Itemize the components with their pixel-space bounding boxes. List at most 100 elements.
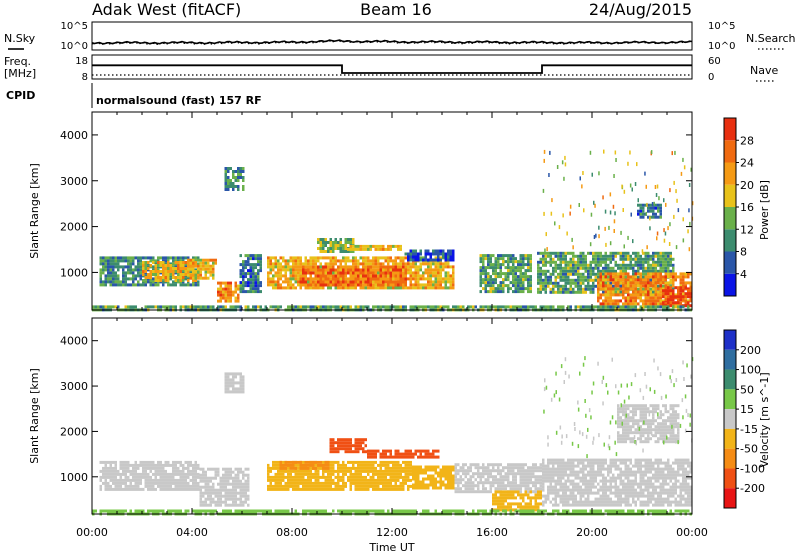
nsearch-label: N.Search [746, 32, 796, 45]
power-heatmap [92, 149, 694, 312]
echo-region-7 [367, 449, 440, 459]
velocity-ylabel: Slant Range [km] [28, 368, 41, 464]
echo-region-10 [542, 458, 692, 507]
echo-region-10 [404, 249, 455, 262]
velocity-colorbar-segment [724, 330, 736, 350]
echo-region-3 [217, 281, 240, 303]
echo-region-8 [454, 463, 542, 494]
nsky-label: N.Sky [4, 32, 36, 45]
velocity-colorbar-tick: 50 [740, 383, 754, 396]
velocity-axis-ticks: 1000 2000 3000 4000 [60, 318, 693, 514]
time-tick-label: 20:00 [576, 526, 608, 539]
nave-right-tick-bottom: 0 [708, 72, 714, 83]
noise-panel-frame [91, 21, 693, 51]
freq-left-tick-top: 18 [75, 56, 88, 67]
velocity-colorbar: 200 100 50 15 -15 -50 -100 -200 [723, 329, 765, 509]
range-tick-label: 4000 [60, 335, 88, 348]
echo-region-2 [224, 372, 245, 394]
velocity-colorbar-segment [724, 448, 736, 469]
nsky-line [91, 39, 693, 45]
power-colorbar-tick: 8 [740, 246, 747, 259]
power-colorbar-segment [724, 140, 736, 163]
time-tick-label: 08:00 [276, 526, 308, 539]
echo-region-7 [299, 265, 407, 287]
velocity-colorbar-segment [724, 468, 736, 489]
power-colorbar-segment [724, 229, 736, 252]
cpid-value: normalsound (fast) 157 RF [96, 94, 262, 107]
power-colorbar-tick: 12 [740, 223, 754, 236]
power-axis-ticks: 1000 2000 3000 4000 [60, 112, 693, 310]
date-label: 24/Aug/2015 [589, 0, 692, 19]
time-tick-label: 04:00 [176, 526, 208, 539]
echo-region-1 [142, 261, 197, 282]
velocity-colorbar-segment [724, 428, 736, 449]
freq-series [92, 64, 692, 76]
noise-series [91, 39, 693, 46]
echo-region-9 [492, 490, 542, 512]
power-colorbar-tick: 4 [740, 268, 747, 281]
range-tick-label: 1000 [60, 266, 88, 279]
echo-region-1 [199, 467, 250, 507]
nave-right-tick-top: 60 [708, 56, 721, 67]
velocity-colorbar-tick: 200 [740, 344, 761, 357]
power-colorbar-tick: 16 [740, 201, 754, 214]
range-tick-label: 2000 [60, 425, 88, 438]
freq-unit-label: [MHz] [4, 67, 36, 80]
noise-left-tick-bottom: 10^0 [61, 41, 88, 52]
echo-region-4 [239, 254, 262, 294]
echo-region-0 [99, 460, 200, 491]
velocity-colorbar-tick: 15 [740, 403, 754, 416]
range-tick-label: 1000 [60, 471, 88, 484]
echo-region-5 [224, 167, 245, 191]
echo-speckle [542, 149, 694, 254]
power-colorbar-segment [724, 207, 736, 230]
echo-region-9 [347, 244, 402, 251]
power-colorbar-label: Power [dB] [758, 180, 771, 240]
cpid-label: CPID [6, 89, 35, 102]
time-tick-label: 16:00 [476, 526, 508, 539]
nave-label: Nave [750, 64, 778, 77]
time-tick-label: 00:00 [76, 526, 108, 539]
velocity-colorbar-tick: 100 [740, 364, 761, 377]
velocity-colorbar-tick: -100 [740, 462, 765, 475]
range-tick-label: 3000 [60, 380, 88, 393]
time-xlabel: Time UT [368, 541, 414, 554]
power-ylabel: Slant Range [km] [28, 163, 41, 259]
power-colorbar-tick: 28 [740, 134, 754, 147]
echo-region-2 [187, 258, 217, 280]
noise-right-tick-top: 10^5 [708, 21, 735, 32]
echo-speckle [543, 356, 694, 459]
freq-label: Freq. [4, 55, 31, 68]
freq-line [92, 64, 692, 74]
power-colorbar-segment [724, 162, 736, 185]
power-colorbar-tick: 20 [740, 179, 754, 192]
time-tick-label: 00:00 [676, 526, 708, 539]
velocity-heatmap [92, 356, 694, 516]
power-colorbar-segment [724, 184, 736, 207]
echo-region-6 [329, 438, 367, 454]
velocity-colorbar-segment [724, 409, 736, 429]
velocity-colorbar-segment [724, 349, 736, 370]
echo-region-4 [412, 465, 455, 490]
velocity-colorbar-tick: -50 [740, 443, 758, 456]
velocity-colorbar-segment [724, 488, 736, 508]
echo-region-14 [662, 286, 692, 308]
noise-right-tick-bottom: 10^0 [708, 41, 735, 52]
echo-region-5 [279, 460, 330, 470]
velocity-colorbar-label: Velocity [m s^-1] [758, 372, 771, 467]
time-tick-label: 12:00 [376, 526, 408, 539]
freq-left-tick-bottom: 8 [82, 72, 88, 83]
power-colorbar-segment [724, 118, 736, 141]
velocity-colorbar-segment [724, 389, 736, 410]
beam-label: Beam 16 [360, 0, 432, 19]
power-colorbar-segment [724, 251, 736, 274]
range-tick-label: 2000 [60, 221, 88, 234]
range-tick-label: 3000 [60, 175, 88, 188]
range-tick-label: 4000 [60, 129, 88, 142]
time-axis: 00:00 04:00 08:00 12:00 16:00 20:00 00:00 [76, 526, 708, 539]
radar-title: Adak West (fitACF) [92, 0, 241, 19]
echo-region-11 [479, 254, 532, 294]
velocity-colorbar-tick: -200 [740, 482, 765, 495]
noise-left-tick-top: 10^5 [61, 21, 88, 32]
